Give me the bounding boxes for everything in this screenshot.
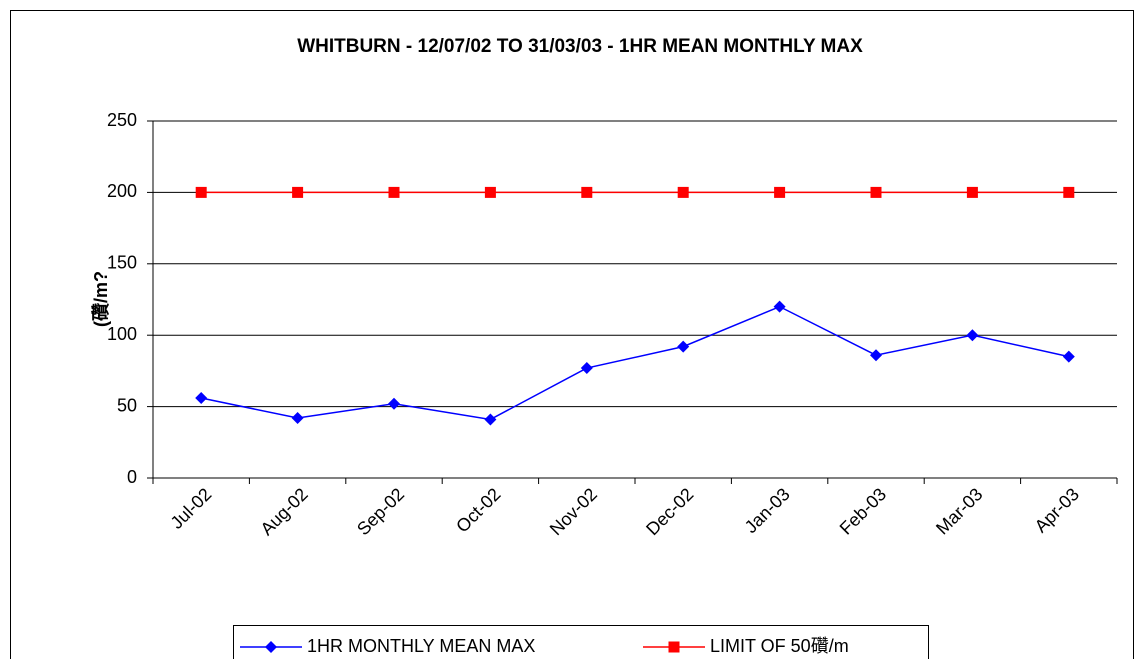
legend-marker bbox=[668, 641, 680, 653]
data-point bbox=[677, 186, 689, 198]
series-line bbox=[201, 305, 1069, 421]
data-point bbox=[966, 329, 979, 342]
legend-marker bbox=[265, 641, 277, 653]
data-point bbox=[388, 186, 400, 198]
data-point bbox=[1063, 186, 1075, 198]
data-point bbox=[291, 412, 304, 425]
data-point bbox=[580, 362, 593, 375]
data-point bbox=[773, 300, 786, 313]
data-point bbox=[195, 392, 208, 405]
data-point bbox=[1062, 350, 1075, 363]
legend-label: LIMIT OF 50礸/m bbox=[710, 636, 849, 656]
data-point bbox=[388, 397, 400, 410]
data-point bbox=[774, 186, 786, 198]
y-tick-label: 0 bbox=[127, 467, 137, 487]
data-point bbox=[966, 186, 978, 198]
y-axis-label: (礸/m? bbox=[91, 271, 111, 327]
data-point bbox=[195, 186, 207, 198]
y-tick-label: 50 bbox=[117, 395, 137, 415]
data-point bbox=[870, 186, 882, 198]
y-tick-label: 150 bbox=[107, 253, 137, 273]
chart-title: WHITBURN - 12/07/02 TO 31/03/03 - 1HR ME… bbox=[297, 36, 863, 57]
data-point bbox=[292, 186, 304, 198]
data-point bbox=[484, 186, 496, 198]
data-point bbox=[677, 340, 690, 353]
y-tick-label: 200 bbox=[107, 181, 137, 201]
y-tick-label: 250 bbox=[107, 110, 137, 130]
legend-box bbox=[233, 625, 929, 659]
data-point bbox=[870, 349, 882, 362]
data-point bbox=[484, 413, 497, 426]
legend-label: 1HR MONTHLY MEAN MAX bbox=[307, 636, 535, 656]
y-tick-label: 100 bbox=[107, 324, 137, 344]
data-point bbox=[581, 186, 593, 198]
